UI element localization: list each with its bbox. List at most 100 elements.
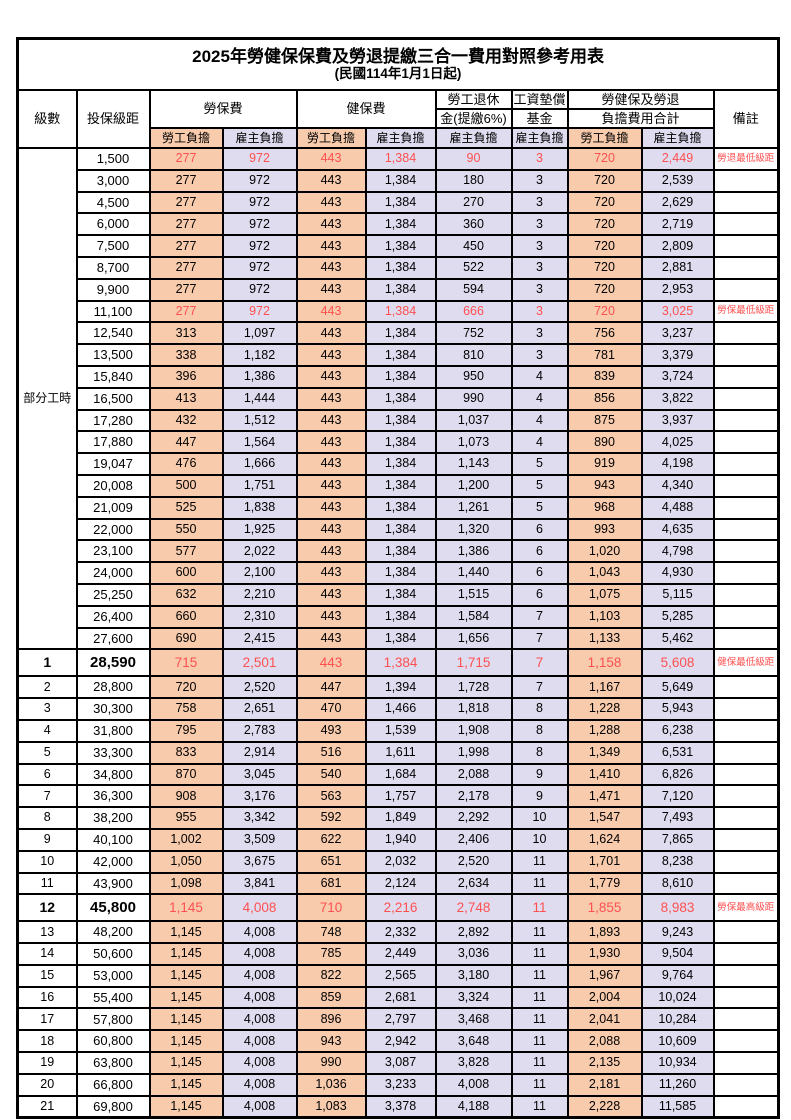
labor_employee-cell: 1,145 <box>148 985 224 1010</box>
table-row: 21 69,800 1,145 4,008 1,083 3,378 4,188 11 2,228… <box>16 1094 780 1119</box>
bracket-cell: 42,000 <box>75 849 151 874</box>
pension_employer-cell: 3,828 <box>434 1051 513 1075</box>
note-cell <box>712 430 780 455</box>
total_employer-cell: 4,930 <box>640 561 715 585</box>
health_employee-cell: 1,036 <box>295 1072 367 1097</box>
bracket-cell: 63,800 <box>75 1051 151 1075</box>
table-row: 9,900 277 972 443 1,384 594 3 720 2,953 <box>18 277 780 302</box>
level-group-part-time: 部分工時 <box>16 146 78 651</box>
labor_employee-cell: 758 <box>148 697 224 721</box>
wage_fund_employer-cell: 11 <box>510 849 569 874</box>
header-total-line2: 負擔費用合計 <box>566 108 715 129</box>
total_employer-cell: 7,865 <box>640 827 715 852</box>
wage_fund_employer-cell: 3 <box>510 212 569 237</box>
total_employer-cell: 8,610 <box>640 871 715 896</box>
pension_employer-cell: 1,908 <box>434 718 513 743</box>
pension_employer-cell: 3,180 <box>434 963 513 988</box>
table-row: 19 63,800 1,145 4,008 990 3,087 3,828 11 2,135 10… <box>16 1051 780 1075</box>
level-cell: 21 <box>16 1094 78 1119</box>
subheader-total-employee: 勞工負擔 <box>566 127 643 149</box>
subheader-labor-employee: 勞工負擔 <box>148 127 224 149</box>
health_employer-cell: 1,849 <box>364 806 437 830</box>
labor_employee-cell: 550 <box>148 517 224 542</box>
pension_employer-cell: 4,008 <box>434 1072 513 1097</box>
level-cell: 12 <box>16 893 78 923</box>
health_employee-cell: 943 <box>295 1029 367 1054</box>
total_employee-cell: 856 <box>566 386 643 411</box>
total_employee-cell: 1,133 <box>566 626 643 651</box>
wage_fund_employer-cell: 4 <box>510 408 569 433</box>
total_employee-cell: 1,967 <box>566 963 643 988</box>
header-wage-fund-line2: 基金 <box>510 108 569 129</box>
table-row: 25,250 632 2,210 443 1,384 1,515 6 1,075 5,115 <box>18 582 780 607</box>
table-row: 6,000 277 972 443 1,384 360 3 720 2,719 <box>18 212 780 237</box>
wage_fund_employer-cell: 7 <box>510 604 569 629</box>
premium-reference-table: 2025年勞健保保費及勞退提繳三合一費用對照參考用表 (民國114年1月1日起)… <box>16 37 781 1119</box>
pension_employer-cell: 360 <box>434 212 513 237</box>
level-cell: 9 <box>16 827 78 852</box>
table-row: 4 31,800 795 2,783 493 1,539 1,908 8 1,288 6,238 <box>16 718 780 743</box>
level-cell: 2 <box>16 675 78 700</box>
wage_fund_employer-cell: 6 <box>510 517 569 542</box>
labor_employee-cell: 1,145 <box>148 942 224 966</box>
total_employer-cell: 5,285 <box>640 604 715 629</box>
health_employee-cell: 710 <box>295 893 367 923</box>
bracket-cell: 38,200 <box>75 806 151 830</box>
health_employee-cell: 443 <box>295 343 367 367</box>
labor_employee-cell: 277 <box>148 190 224 215</box>
health_employee-cell: 443 <box>295 299 367 324</box>
labor_employer-cell: 1,097 <box>221 321 298 346</box>
labor_employee-cell: 577 <box>148 539 224 564</box>
level-cell: 4 <box>16 718 78 743</box>
wage_fund_employer-cell: 3 <box>510 190 569 215</box>
total_employer-cell: 2,629 <box>640 190 715 215</box>
health_employer-cell: 1,611 <box>364 740 437 765</box>
note-cell <box>712 626 780 651</box>
total_employee-cell: 839 <box>566 364 643 389</box>
total_employee-cell: 720 <box>566 299 643 324</box>
health_employee-cell: 681 <box>295 871 367 896</box>
health_employer-cell: 1,384 <box>364 473 437 498</box>
health_employer-cell: 1,384 <box>364 343 437 367</box>
note-cell <box>712 255 780 280</box>
total_employee-cell: 875 <box>566 408 643 433</box>
bracket-cell: 22,000 <box>75 517 151 542</box>
table-row: 18 60,800 1,145 4,008 943 2,942 3,648 11 2,088 10… <box>16 1029 780 1054</box>
pension_employer-cell: 2,634 <box>434 871 513 896</box>
labor_employer-cell: 2,520 <box>221 675 298 700</box>
pension_employer-cell: 1,818 <box>434 697 513 721</box>
total_employee-cell: 2,181 <box>566 1072 643 1097</box>
health_employee-cell: 563 <box>295 784 367 809</box>
level-cell: 13 <box>16 920 78 945</box>
table-row: 6 34,800 870 3,045 540 1,684 2,088 9 1,410 6,826 <box>16 762 780 787</box>
health_employer-cell: 2,681 <box>364 985 437 1010</box>
health_employee-cell: 443 <box>295 212 367 237</box>
table-row: 20,008 500 1,751 443 1,384 1,200 5 943 4,340 <box>18 473 780 498</box>
pension_employer-cell: 1,200 <box>434 473 513 498</box>
note-cell <box>712 452 780 476</box>
total_employer-cell: 3,379 <box>640 343 715 367</box>
level-cell: 11 <box>16 871 78 896</box>
health_employer-cell: 1,384 <box>364 648 437 678</box>
health_employer-cell: 2,797 <box>364 1007 437 1032</box>
labor_employer-cell: 4,008 <box>221 1029 298 1054</box>
wage_fund_employer-cell: 3 <box>510 321 569 346</box>
health_employee-cell: 443 <box>295 364 367 389</box>
labor_employer-cell: 972 <box>221 190 298 215</box>
header-level: 級數 <box>16 89 78 149</box>
bracket-cell: 9,900 <box>75 277 151 302</box>
health_employer-cell: 1,384 <box>364 430 437 455</box>
labor_employer-cell: 1,838 <box>221 495 298 520</box>
health_employee-cell: 443 <box>295 517 367 542</box>
health_employee-cell: 443 <box>295 430 367 455</box>
labor_employee-cell: 1,145 <box>148 1072 224 1097</box>
health_employee-cell: 443 <box>295 561 367 585</box>
labor_employer-cell: 2,415 <box>221 626 298 651</box>
labor_employee-cell: 720 <box>148 675 224 700</box>
note-cell <box>712 1029 780 1054</box>
bracket-cell: 13,500 <box>75 343 151 367</box>
wage_fund_employer-cell: 6 <box>510 561 569 585</box>
table-row: 23,100 577 2,022 443 1,384 1,386 6 1,020 4,798 <box>18 539 780 564</box>
health_employer-cell: 2,216 <box>364 893 437 923</box>
table-row: 17 57,800 1,145 4,008 896 2,797 3,468 11 2,041 10… <box>16 1007 780 1032</box>
